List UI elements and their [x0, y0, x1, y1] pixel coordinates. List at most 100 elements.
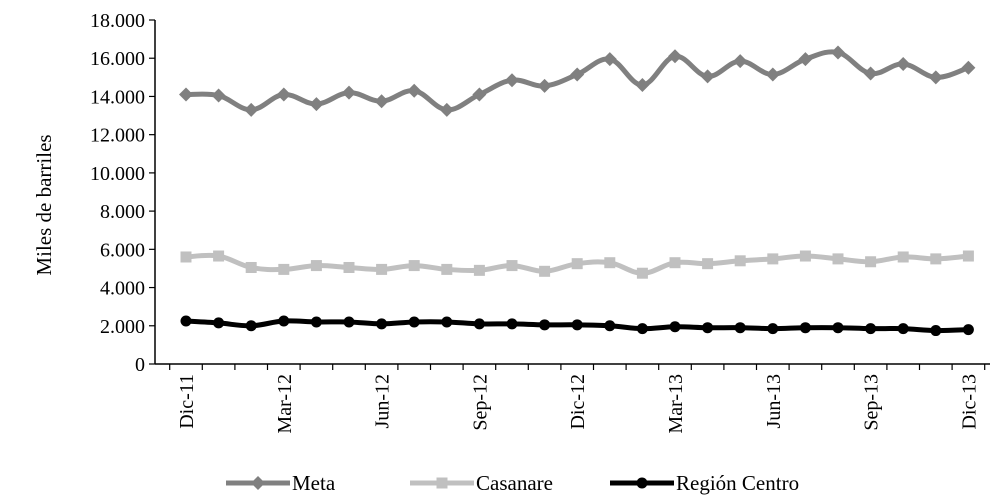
x-tick-label: Sep-12	[469, 374, 491, 431]
data-point	[636, 477, 648, 489]
series-group	[179, 45, 976, 337]
data-point	[506, 260, 518, 272]
data-point	[897, 251, 909, 263]
data-point	[865, 323, 877, 335]
x-tick-label: Dic-13	[958, 374, 980, 430]
data-point	[310, 316, 322, 328]
legend-label: Meta	[292, 471, 336, 495]
data-point	[343, 261, 355, 273]
data-point	[669, 321, 681, 333]
legend-label: Casanare	[476, 471, 553, 495]
data-point	[734, 322, 746, 334]
data-point	[408, 260, 420, 272]
y-tick-label: 6.000	[100, 239, 145, 261]
y-tick-label: 4.000	[100, 278, 145, 300]
x-tick-label: Mar-12	[274, 374, 296, 434]
data-point	[602, 52, 617, 67]
data-point	[179, 87, 193, 102]
data-point	[278, 263, 290, 275]
data-point	[604, 257, 616, 269]
data-point	[276, 87, 291, 102]
data-point	[473, 264, 485, 276]
x-tick-label: Mar-13	[665, 374, 687, 434]
data-point	[831, 45, 845, 60]
data-point	[213, 250, 225, 262]
data-point	[799, 250, 811, 262]
data-point	[343, 316, 355, 328]
data-point	[863, 66, 878, 81]
data-point	[571, 258, 583, 270]
data-point	[702, 258, 714, 270]
data-point	[635, 77, 650, 92]
data-point	[407, 83, 422, 98]
data-point	[571, 319, 583, 331]
data-point	[211, 88, 226, 103]
data-point	[799, 322, 811, 334]
data-point	[537, 78, 552, 93]
legend: Meta Casanare Región Centro	[226, 471, 799, 495]
series-meta	[179, 45, 976, 117]
y-tick-label: 16.000	[90, 48, 145, 70]
data-point	[930, 325, 942, 337]
y-tick-label: 0	[135, 354, 145, 376]
data-point	[669, 257, 681, 269]
data-point	[374, 94, 389, 109]
data-point	[700, 69, 715, 84]
series-región-centro	[180, 315, 974, 337]
data-point	[832, 253, 844, 265]
data-point	[439, 102, 454, 117]
data-point	[213, 317, 225, 329]
data-point	[244, 102, 259, 117]
data-point	[376, 318, 388, 330]
data-point	[570, 67, 585, 82]
legend-item: Casanare	[410, 471, 553, 495]
data-point	[180, 315, 192, 327]
data-point	[539, 265, 551, 277]
data-point	[506, 318, 518, 330]
data-point	[765, 67, 780, 82]
x-tick-label: Jun-12	[372, 374, 394, 428]
data-point	[767, 323, 779, 335]
data-point	[962, 324, 974, 336]
data-point	[180, 251, 192, 263]
y-tick-label: 18.000	[90, 10, 145, 32]
data-point	[441, 263, 453, 275]
data-point	[832, 322, 844, 334]
data-point	[897, 323, 909, 335]
x-tick-label: Dic-11	[176, 374, 198, 429]
data-point	[636, 323, 648, 335]
data-point	[734, 255, 746, 267]
legend-item: Meta	[226, 471, 336, 495]
data-point	[310, 260, 322, 272]
data-point	[376, 263, 388, 275]
data-point	[539, 319, 551, 331]
y-tick-label: 14.000	[90, 86, 145, 108]
data-point	[733, 54, 748, 69]
data-point	[505, 73, 519, 88]
y-tick-label: 8.000	[100, 201, 145, 223]
data-point	[245, 261, 257, 273]
data-point	[472, 87, 487, 102]
x-tick-label: Dic-12	[567, 374, 589, 430]
x-tick-label: Jun-13	[763, 374, 785, 428]
data-point	[702, 322, 714, 334]
data-point	[604, 320, 616, 332]
y-axis-title: Miles de barriles	[32, 134, 56, 275]
data-point	[668, 49, 682, 64]
data-point	[278, 315, 290, 327]
data-point	[473, 318, 485, 330]
data-point	[865, 256, 877, 268]
data-point	[961, 60, 976, 75]
data-point	[441, 316, 453, 328]
data-point	[930, 253, 942, 265]
data-point	[245, 320, 257, 332]
axes	[149, 19, 990, 370]
data-point	[896, 56, 911, 71]
x-tick-label: Sep-13	[861, 374, 883, 431]
data-point	[436, 477, 448, 489]
data-point	[798, 52, 813, 67]
y-tick-label: 2.000	[100, 316, 145, 338]
legend-item: Región Centro	[610, 471, 799, 495]
